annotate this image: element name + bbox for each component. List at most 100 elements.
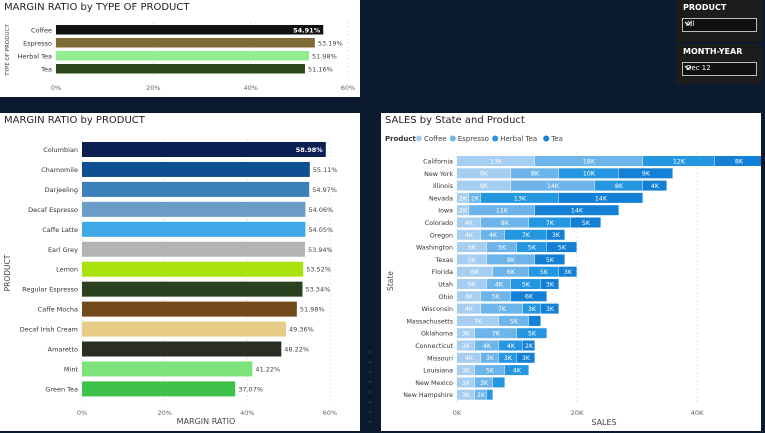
data-label: 3K (462, 331, 471, 338)
data-label: 3K (486, 355, 495, 362)
bar-segment-tea (547, 229, 565, 240)
bar-segment-coffee (457, 180, 511, 191)
legend-label: Herbal Tea (500, 135, 537, 143)
y-category-label: Ohio (438, 294, 453, 301)
bar-segment-coffee (457, 340, 475, 351)
data-label: 6K (525, 294, 534, 301)
product-dropdown[interactable]: All (682, 18, 757, 32)
chart-title: MARGIN RATIO by PRODUCT (4, 115, 145, 126)
data-label: 4K (465, 232, 474, 239)
y-category-label: Texas (435, 257, 453, 264)
data-label: 12K (673, 158, 686, 165)
data-label: 2K (459, 195, 468, 202)
data-label: 4K (507, 343, 516, 350)
y-category-label: Caffe Latte (42, 226, 78, 234)
data-label: 58.98% (296, 146, 324, 154)
bar-segment-coffee (457, 377, 475, 388)
bar-segment-coffee (457, 168, 511, 179)
y-category-label: Tea (40, 65, 52, 73)
bar-segment-coffee (457, 315, 499, 326)
x-tick-label: 0% (77, 409, 87, 417)
legend-label: Coffee (424, 135, 447, 143)
bar-segment-coffee (457, 229, 481, 240)
bar-darjeeling (82, 181, 310, 197)
data-label: 51.16% (308, 65, 333, 73)
y-category-label: Darjeeling (45, 186, 78, 194)
bar-earl-grey (82, 241, 305, 257)
data-label: 5K (468, 281, 477, 288)
bar-segment-espresso (475, 328, 517, 339)
y-category-label: Massachusetts (406, 318, 453, 325)
data-label: 8K (531, 171, 540, 178)
bar-segment-herbal-tea (505, 365, 529, 376)
bar-segment-tea (517, 352, 535, 363)
x-tick-label: 0K (453, 409, 462, 417)
bar-segment-coffee (457, 192, 469, 203)
data-label: 4K (465, 306, 474, 313)
chart-title: MARGIN RATIO by TYPE OF PRODUCT (4, 2, 190, 13)
bar-segment-coffee (457, 389, 475, 400)
data-label: 4K (651, 183, 660, 190)
data-label: 10K (583, 171, 596, 178)
bar-decaf-espresso (82, 201, 306, 217)
bar-segment-tea (619, 168, 673, 179)
bar-segment-herbal-tea (499, 352, 517, 363)
bar-segment-herbal-tea (499, 340, 523, 351)
bar-segment-herbal-tea (487, 389, 493, 400)
bar-segment-herbal-tea (595, 180, 643, 191)
bar-herbal-tea (56, 51, 309, 61)
bar-segment-herbal-tea (505, 229, 547, 240)
month-year-slicer-title: MONTH-YEAR (683, 47, 743, 56)
data-label: 5K (498, 245, 507, 252)
bar-segment-espresso (499, 315, 529, 326)
data-label: 9K (480, 183, 489, 190)
y-category-label: Washington (416, 245, 453, 252)
data-label: 4K (483, 343, 492, 350)
data-label: 3K (462, 392, 471, 399)
data-label: 2K (525, 343, 534, 350)
data-label: 3K (462, 343, 471, 350)
bar-segment-espresso (487, 254, 535, 265)
bar-segment-herbal-tea (529, 266, 559, 277)
bar-segment-espresso (475, 365, 505, 376)
bar-segment-espresso (511, 180, 595, 191)
data-label: 54.06% (308, 206, 333, 214)
y-category-label: Iowa (438, 208, 453, 215)
bar-segment-tea (559, 192, 643, 203)
data-label: 2K (459, 208, 468, 215)
bar-segment-coffee (457, 156, 535, 166)
y-category-label: New York (424, 171, 453, 178)
chart-title: SALES by State and Product (385, 115, 525, 126)
bar-segment-herbal-tea (523, 303, 541, 314)
y-category-label: Amaretto (48, 346, 78, 354)
x-tick-label: 20K (571, 409, 584, 417)
bar-segment-espresso (475, 389, 487, 400)
bar-segment-tea (511, 291, 547, 302)
data-label: 14K (547, 183, 560, 190)
data-label: 3K (504, 355, 513, 362)
bar-caffe-mocha (82, 301, 297, 317)
y-axis-title: TYPE OF PRODUCT (5, 24, 11, 77)
data-label: 7K (492, 331, 501, 338)
data-label: 3K (546, 306, 555, 313)
data-label: 3K (480, 380, 489, 387)
x-tick-label: 60% (341, 84, 355, 92)
y-axis-title: State (386, 271, 395, 291)
bar-amaretto (82, 341, 282, 357)
y-category-label: Nevada (429, 195, 453, 202)
month-year-dropdown[interactable]: Dec 12 (682, 62, 757, 76)
data-label: 37.07% (238, 385, 263, 393)
data-label: 7K (522, 232, 531, 239)
y-category-label: Earl Grey (48, 246, 78, 254)
y-category-label: Florida (432, 269, 454, 276)
bar-segment-espresso (493, 266, 529, 277)
bar-segment-coffee (457, 217, 481, 228)
bar-segment-espresso (487, 242, 517, 253)
data-label: 4K (465, 294, 474, 301)
data-label: 8K (735, 158, 744, 165)
data-label: 53.94% (308, 246, 333, 254)
bar-segment-tea (535, 254, 565, 265)
chart-margin-by-type-panel: MARGIN RATIO by TYPE OF PRODUCT 0% 20% 40%… (0, 0, 360, 97)
bar-segment-espresso (475, 377, 493, 388)
data-label: 8K (615, 183, 624, 190)
